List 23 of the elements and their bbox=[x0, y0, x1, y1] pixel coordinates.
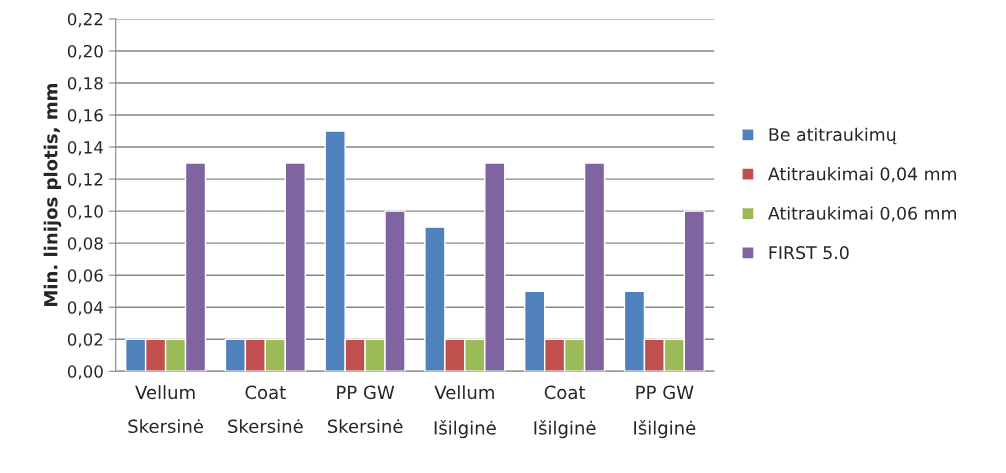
y-tick-label: 0,22 bbox=[67, 12, 103, 28]
x-tick-label: Coat Išilginė bbox=[534, 385, 596, 439]
y-tick-label: 0,08 bbox=[67, 237, 103, 252]
y-tick-label: 0,02 bbox=[67, 333, 103, 348]
x-tick-label: Coat Skersinė bbox=[228, 385, 303, 434]
x-tick-label: PP GW Išilginė bbox=[634, 385, 696, 439]
y-tick-label: 0,12 bbox=[67, 173, 103, 188]
y-tick-label: 0,06 bbox=[67, 269, 103, 284]
x-tick-label: Vellum Išilginė bbox=[434, 385, 496, 439]
legend-label: FIRST 5.0 bbox=[769, 246, 849, 260]
y-tick-label: 0,18 bbox=[67, 76, 103, 92]
y-tick-label: 0,04 bbox=[67, 301, 103, 316]
legend-label: Atitraukimai 0,04 mm bbox=[768, 167, 956, 183]
y-axis-title: Min. linijos plotis, mm bbox=[43, 84, 62, 306]
x-tick-label: Vellum Skersinė bbox=[128, 385, 203, 434]
legend-label: Atitraukimai 0,06 mm bbox=[768, 206, 956, 222]
legend-label: Be atitraukimų bbox=[769, 127, 897, 145]
y-tick-label: 0,16 bbox=[67, 108, 103, 124]
y-tick-label: 0,10 bbox=[67, 205, 103, 220]
x-tick-label: PP GW Skersinė bbox=[327, 385, 403, 434]
y-tick-label: 0,20 bbox=[67, 44, 103, 60]
y-tick-label: 0,14 bbox=[67, 141, 103, 156]
y-tick-label: 0,00 bbox=[67, 365, 103, 380]
